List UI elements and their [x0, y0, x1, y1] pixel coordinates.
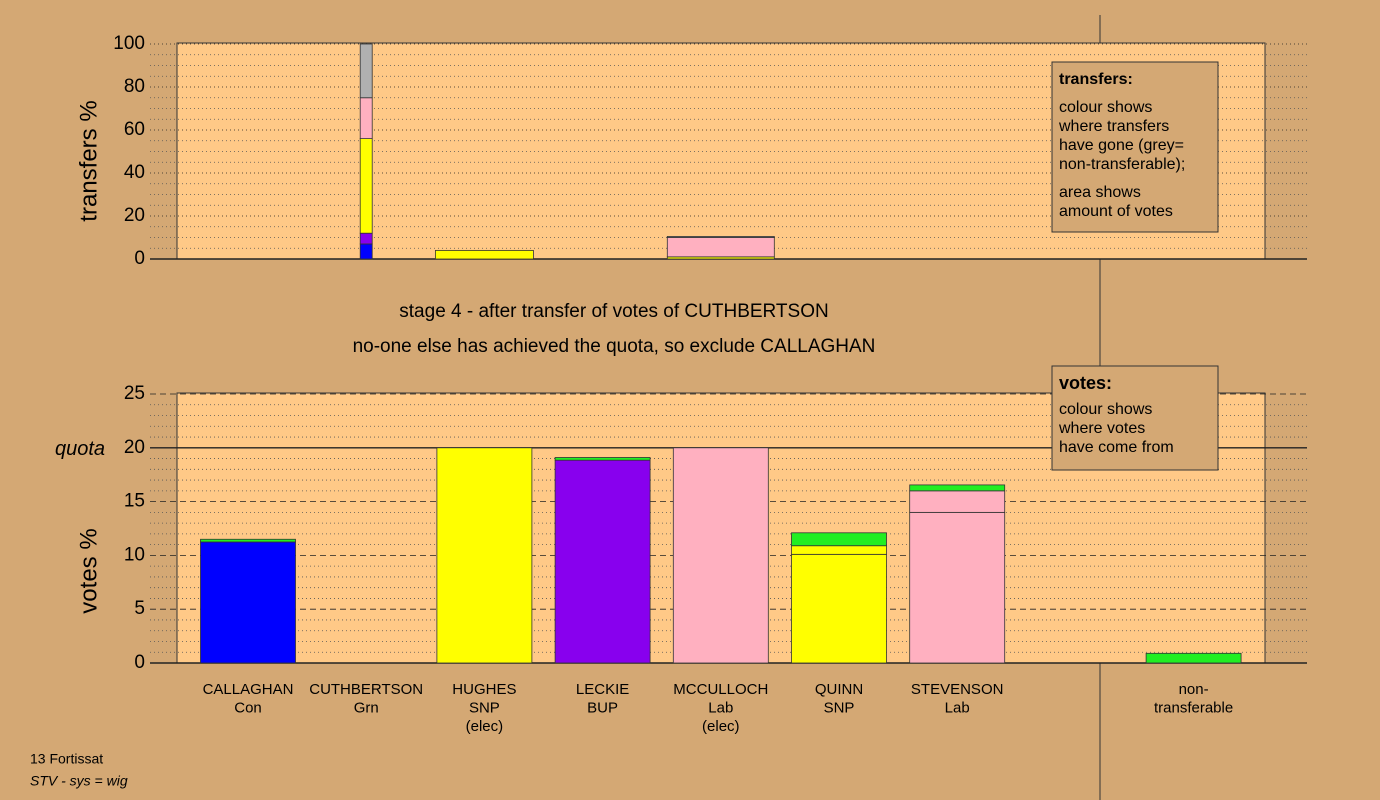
- bar-segment: [791, 532, 887, 547]
- bar-segment: [200, 541, 296, 664]
- note-line: have come from: [1059, 439, 1174, 456]
- x-tick-label: BUP: [587, 699, 618, 716]
- note-line: non-transferable);: [1059, 156, 1185, 173]
- y-tick-label: 5: [134, 598, 145, 619]
- note-line: have gone (grey=: [1059, 137, 1184, 154]
- bar-segment: [909, 484, 1006, 492]
- bar-segment: [359, 232, 373, 245]
- y-tick-label: 20: [124, 437, 145, 458]
- x-tick-label: QUINN: [815, 681, 863, 698]
- x-tick-label: LECKIE: [576, 681, 629, 698]
- x-tick-label: (elec): [702, 718, 740, 735]
- x-tick-label: Grn: [354, 699, 379, 716]
- quota-label: quota: [55, 438, 105, 460]
- bar-segment: [1145, 652, 1242, 664]
- note-line: colour shows: [1059, 401, 1152, 418]
- x-tick-label: HUGHES: [452, 681, 516, 698]
- bar-segment: [909, 511, 1006, 664]
- x-tick-label: SNP: [824, 699, 855, 716]
- x-tick-label: transferable: [1154, 699, 1233, 716]
- bar-segment: [666, 237, 775, 258]
- note-box: [1051, 365, 1219, 471]
- note-box: [1051, 61, 1219, 233]
- y-tick-label: 25: [124, 383, 145, 404]
- note-line: where votes: [1058, 420, 1145, 437]
- bar-segment: [359, 243, 373, 260]
- bar-segment: [791, 553, 887, 664]
- y-axis-title: transfers %: [75, 100, 102, 221]
- bar-segment: [672, 447, 769, 664]
- y-tick-label: 15: [124, 491, 145, 512]
- bar-segment: [666, 236, 775, 238]
- x-tick-label: SNP: [469, 699, 500, 716]
- footer-system: STV - sys = wig: [30, 773, 128, 789]
- y-tick-label: 20: [124, 205, 145, 226]
- bar-segment: [359, 97, 373, 139]
- bar-segment: [200, 538, 296, 543]
- bar-segment: [791, 545, 887, 555]
- y-axis-title: votes %: [75, 528, 102, 613]
- note-line: area shows: [1059, 184, 1141, 201]
- note-line: where transfers: [1058, 118, 1169, 135]
- bar-segment: [434, 249, 534, 260]
- bar-segment: [359, 43, 373, 99]
- x-tick-label: non-: [1179, 681, 1209, 698]
- y-tick-label: 100: [113, 33, 145, 54]
- bar-segment: [909, 490, 1006, 513]
- x-tick-label: CUTHBERTSON: [309, 681, 423, 698]
- stage-text: stage 4 - after transfer of votes of CUT…: [399, 301, 828, 322]
- x-tick-label: Lab: [945, 699, 970, 716]
- x-tick-label: (elec): [466, 718, 504, 735]
- y-tick-label: 0: [134, 248, 145, 269]
- note-line: amount of votes: [1059, 203, 1173, 220]
- bar-segment: [554, 459, 651, 664]
- decision-text: no-one else has achieved the quota, so e…: [353, 336, 876, 357]
- x-tick-label: Con: [234, 699, 262, 716]
- x-tick-label: CALLAGHAN: [203, 681, 294, 698]
- y-tick-label: 80: [124, 76, 145, 97]
- note-title: transfers:: [1059, 71, 1133, 88]
- y-tick-label: 60: [124, 119, 145, 140]
- bar-segment: [359, 138, 373, 234]
- y-tick-label: 40: [124, 162, 145, 183]
- bar-segment: [436, 447, 533, 664]
- y-tick-label: 0: [134, 652, 145, 673]
- x-tick-label: STEVENSON: [911, 681, 1004, 698]
- bar-segment: [554, 457, 651, 461]
- note-line: colour shows: [1059, 99, 1152, 116]
- note-title: votes:: [1059, 373, 1112, 393]
- footer-venue: 13 Fortissat: [30, 751, 103, 767]
- x-tick-label: Lab: [708, 699, 733, 716]
- y-tick-label: 10: [124, 544, 145, 565]
- x-tick-label: MCCULLOCH: [673, 681, 768, 698]
